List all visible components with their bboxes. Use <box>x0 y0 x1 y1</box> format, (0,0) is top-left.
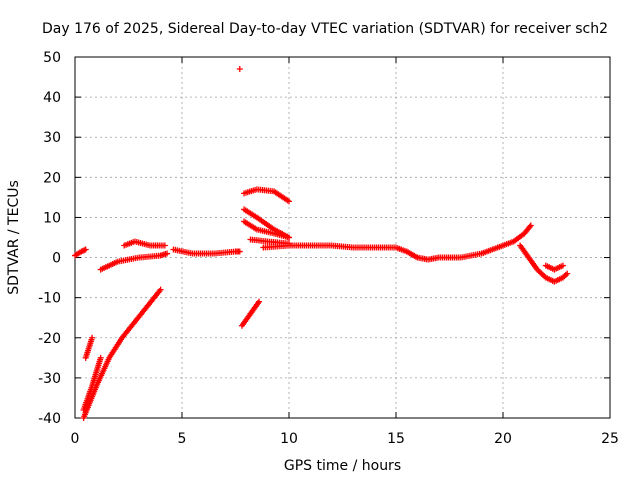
data-point <box>236 66 243 73</box>
y-tick-label: 30 <box>43 130 61 146</box>
data-point <box>526 223 533 230</box>
data-point <box>564 270 571 277</box>
data-point <box>82 246 89 253</box>
data-point <box>286 198 292 205</box>
data-point <box>236 248 243 255</box>
plot-frame <box>74 56 611 419</box>
data-point <box>286 234 292 241</box>
chart-title: Day 176 of 2025, Sidereal Day-to-day VTE… <box>42 21 608 37</box>
y-tick-label: -20 <box>38 331 61 347</box>
x-tick-label: 5 <box>178 431 187 447</box>
y-tick-label: 10 <box>43 210 61 226</box>
y-tick-label: -40 <box>38 411 61 427</box>
x-tick-label: 15 <box>387 431 405 447</box>
data-point <box>527 222 534 229</box>
data-points <box>72 66 571 421</box>
data-point <box>256 298 263 305</box>
y-tick-label: 20 <box>43 170 61 186</box>
grid <box>75 57 610 418</box>
data-point <box>559 262 566 269</box>
y-tick-label: -10 <box>38 291 61 307</box>
data-point <box>97 354 104 361</box>
data-point <box>164 250 171 257</box>
x-axis-label: GPS time / hours <box>284 458 401 474</box>
x-tick-label: 10 <box>280 431 298 447</box>
y-tick-label: 40 <box>43 90 61 106</box>
y-axis-label: SDTVAR / TECUs <box>6 180 22 295</box>
y-tick-label: 50 <box>43 50 61 66</box>
axis-ticks: 0 5 10 15 20 25 -40 -30 -20 -10 0 10 20 30 40 50 <box>38 50 619 447</box>
data-point <box>89 334 96 341</box>
x-tick-label: 20 <box>494 431 512 447</box>
data-point <box>157 286 164 293</box>
y-tick-label: -30 <box>38 371 61 387</box>
y-tick-label: 0 <box>52 251 61 267</box>
x-tick-label: 0 <box>71 431 80 447</box>
x-tick-label: 25 <box>601 431 619 447</box>
data-point <box>161 242 168 249</box>
